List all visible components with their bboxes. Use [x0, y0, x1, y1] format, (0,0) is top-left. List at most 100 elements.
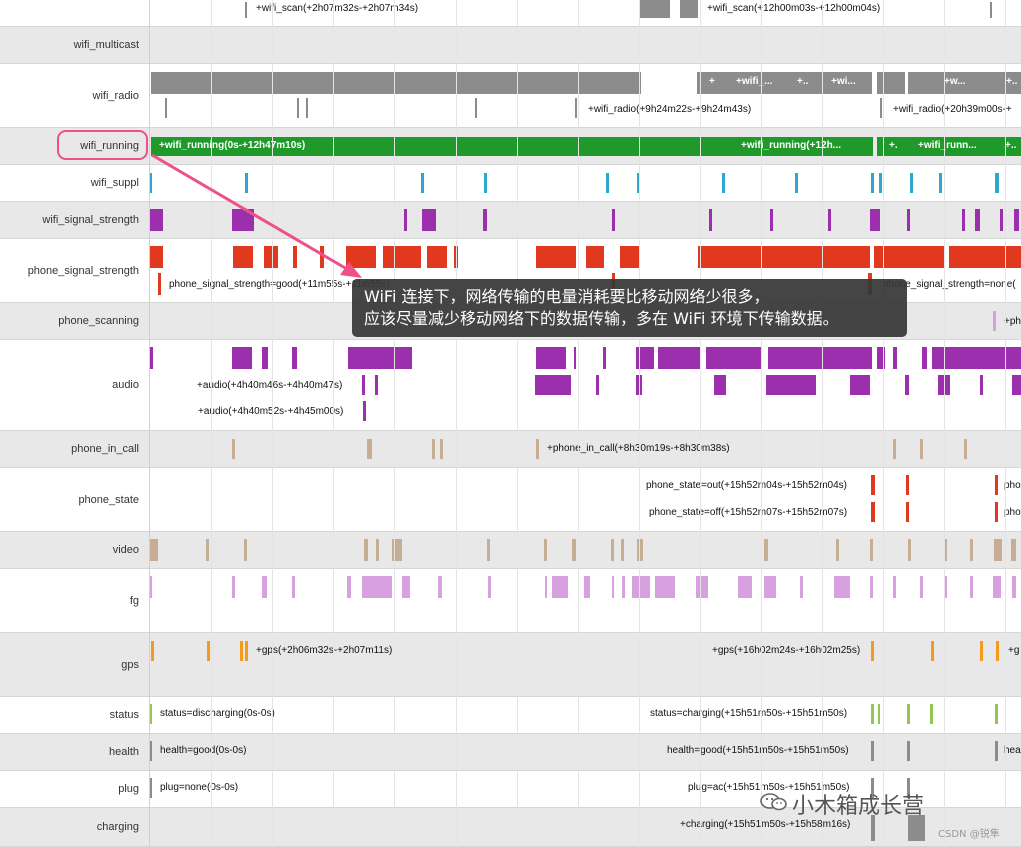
event-bar[interactable] — [392, 539, 402, 561]
event-bar[interactable] — [536, 246, 576, 268]
event-bar[interactable] — [292, 347, 297, 369]
event-bar[interactable] — [910, 173, 913, 193]
event-bar[interactable] — [907, 741, 910, 761]
event-bar[interactable] — [544, 539, 547, 561]
event-bar[interactable] — [149, 741, 152, 761]
event-bar[interactable] — [893, 347, 897, 369]
event-bar[interactable] — [834, 576, 850, 598]
event-bar[interactable] — [207, 641, 210, 661]
event-bar[interactable] — [475, 98, 477, 118]
event-bar[interactable] — [658, 347, 700, 369]
event-bar[interactable] — [871, 502, 875, 522]
event-bar[interactable] — [908, 815, 925, 841]
event-bar[interactable] — [636, 347, 654, 369]
event-bar[interactable] — [944, 576, 947, 598]
event-bar[interactable] — [151, 72, 641, 94]
event-bar[interactable] — [709, 209, 712, 231]
event-bar[interactable] — [240, 641, 243, 661]
event-bar[interactable] — [233, 246, 253, 268]
event-bar[interactable] — [150, 347, 153, 369]
event-bar[interactable] — [320, 246, 324, 268]
event-bar[interactable] — [232, 347, 252, 369]
event-bar[interactable] — [440, 439, 443, 459]
event-bar[interactable] — [575, 98, 577, 118]
event-bar[interactable] — [545, 576, 547, 598]
event-bar[interactable] — [995, 741, 998, 761]
event-bar[interactable] — [714, 375, 726, 395]
event-bar[interactable] — [975, 209, 980, 231]
event-bar[interactable] — [484, 173, 487, 193]
event-bar[interactable] — [421, 173, 424, 193]
event-bar[interactable] — [1012, 375, 1021, 395]
event-bar[interactable] — [620, 246, 640, 268]
event-bar[interactable] — [572, 539, 576, 561]
event-bar[interactable] — [422, 209, 436, 231]
event-bar[interactable] — [621, 539, 624, 561]
event-bar[interactable] — [698, 246, 870, 268]
event-bar[interactable] — [375, 375, 378, 395]
event-bar[interactable] — [150, 539, 158, 561]
event-bar[interactable] — [871, 704, 874, 724]
event-bar[interactable] — [874, 246, 944, 268]
event-bar[interactable] — [574, 347, 576, 369]
event-bar[interactable] — [836, 539, 839, 561]
event-bar[interactable] — [262, 576, 267, 598]
event-bar[interactable] — [232, 209, 254, 231]
event-bar[interactable] — [637, 173, 640, 193]
event-bar[interactable] — [993, 576, 1001, 598]
event-bar[interactable] — [764, 576, 776, 598]
event-bar[interactable] — [768, 347, 872, 369]
event-bar[interactable] — [586, 246, 604, 268]
event-bar[interactable] — [632, 576, 650, 598]
event-bar[interactable] — [1011, 539, 1016, 561]
event-bar[interactable] — [383, 246, 421, 268]
event-bar[interactable] — [871, 778, 874, 798]
event-bar[interactable] — [879, 173, 882, 193]
event-bar[interactable] — [996, 72, 1021, 94]
event-bar[interactable] — [920, 439, 923, 459]
event-bar[interactable] — [995, 704, 998, 724]
event-bar[interactable] — [870, 209, 880, 231]
event-bar[interactable] — [993, 311, 996, 331]
event-bar[interactable] — [696, 576, 708, 598]
event-bar[interactable] — [871, 815, 875, 841]
event-bar[interactable] — [262, 347, 268, 369]
event-bar[interactable] — [150, 576, 152, 598]
event-bar[interactable] — [922, 347, 927, 369]
event-bar[interactable] — [427, 246, 447, 268]
event-bar[interactable] — [877, 137, 1021, 156]
event-bar[interactable] — [404, 209, 407, 231]
event-bar[interactable] — [871, 741, 874, 761]
event-bar[interactable] — [980, 641, 983, 661]
event-bar[interactable] — [264, 246, 278, 268]
event-bar[interactable] — [893, 576, 896, 598]
event-bar[interactable] — [764, 539, 768, 561]
event-bar[interactable] — [536, 439, 539, 459]
event-bar[interactable] — [637, 539, 643, 561]
event-bar[interactable] — [611, 539, 614, 561]
event-bar[interactable] — [920, 576, 923, 598]
event-bar[interactable] — [612, 209, 615, 231]
event-bar[interactable] — [293, 246, 297, 268]
event-bar[interactable] — [149, 778, 152, 798]
event-bar[interactable] — [454, 246, 458, 268]
event-bar[interactable] — [346, 246, 376, 268]
event-bar[interactable] — [612, 576, 614, 598]
event-bar[interactable] — [850, 375, 870, 395]
event-bar[interactable] — [870, 576, 873, 598]
event-bar[interactable] — [795, 173, 798, 193]
event-bar[interactable] — [232, 439, 235, 459]
event-bar[interactable] — [1014, 209, 1019, 231]
event-bar[interactable] — [906, 475, 909, 495]
event-bar[interactable] — [640, 0, 670, 18]
event-bar[interactable] — [908, 539, 911, 561]
event-bar[interactable] — [970, 539, 973, 561]
event-bar[interactable] — [964, 439, 967, 459]
event-bar[interactable] — [364, 539, 368, 561]
event-bar[interactable] — [149, 704, 152, 724]
event-bar[interactable] — [347, 576, 351, 598]
event-bar[interactable] — [232, 576, 235, 598]
event-bar[interactable] — [680, 0, 698, 18]
event-bar[interactable] — [487, 539, 490, 561]
event-bar[interactable] — [622, 576, 625, 598]
